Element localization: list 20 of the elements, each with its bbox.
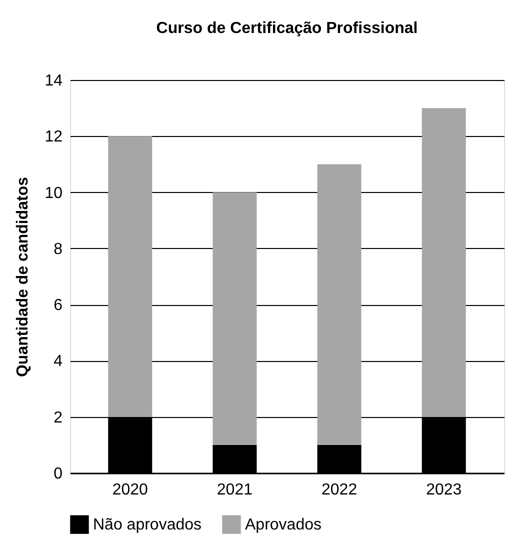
legend-label: Aprovados — [245, 516, 322, 534]
y-tick-label: 6 — [54, 297, 63, 314]
bar — [212, 192, 257, 445]
y-tick-label: 12 — [44, 128, 63, 146]
y-tick-label: 2 — [54, 409, 63, 426]
chart-title: Curso de Certificação Profissional — [156, 20, 418, 37]
bar — [422, 108, 466, 417]
y-tick-label: 4 — [54, 353, 63, 370]
x-tick-label: 2021 — [216, 482, 253, 498]
y-tick-label: 10 — [44, 184, 63, 202]
y-tick-label: 14 — [44, 72, 63, 90]
y-axis-title: Quantidade de candidatos — [14, 176, 32, 378]
x-tick-label: 2022 — [321, 482, 358, 498]
y-tick-label: 0 — [54, 466, 63, 482]
x-tick-label: 2020 — [112, 482, 148, 498]
x-tick-label: 2023 — [426, 482, 462, 498]
legend-label: Não aprovados — [93, 516, 202, 534]
bar — [108, 136, 152, 417]
y-tick-label: 8 — [54, 240, 63, 258]
bar — [317, 164, 362, 445]
